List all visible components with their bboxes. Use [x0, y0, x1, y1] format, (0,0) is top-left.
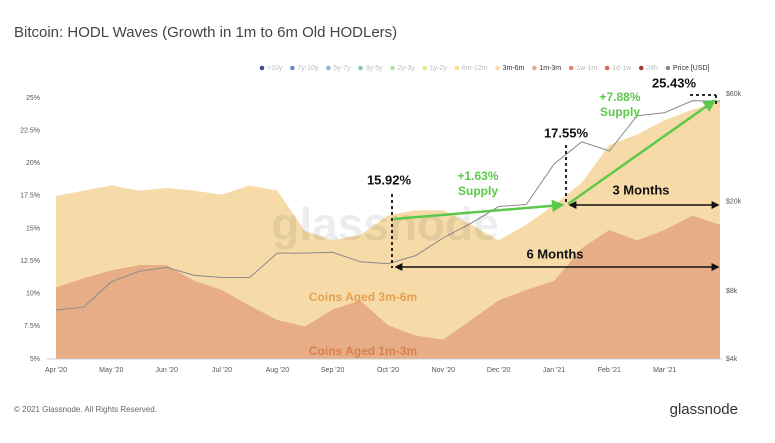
annotation: 17.55%: [544, 125, 589, 140]
legend-marker: [495, 65, 500, 71]
x-tick-label: Aug '20: [266, 367, 290, 374]
x-tick-label: Jan '21: [543, 367, 565, 374]
legend-label: 2y-3y: [398, 65, 416, 72]
legend-label: 1w-1m: [576, 65, 597, 72]
annotation: +1.63%: [457, 169, 498, 183]
legend-marker: [422, 65, 428, 71]
legend-label: 1m-3m: [539, 65, 561, 72]
legend-marker: [358, 65, 363, 71]
y2-tick-label: $20k: [726, 198, 742, 205]
area: [56, 215, 720, 359]
x-tick-label: Feb '21: [598, 367, 621, 374]
logo: glassnode: [670, 401, 738, 418]
annotation: Supply: [600, 105, 640, 119]
legend-label: 3m-6m: [503, 65, 525, 72]
legend-label: Price [USD]: [673, 65, 710, 72]
y-tick-label: 12.5%: [20, 258, 40, 265]
annotation: Supply: [458, 184, 498, 198]
legend-marker: [532, 65, 537, 71]
y-tick-label: 17.5%: [20, 193, 40, 200]
area-label: Coins Aged 1m-3m: [309, 344, 417, 358]
legend-marker: [390, 65, 395, 71]
annotation: 25.43%: [652, 75, 697, 90]
legend-label: 5y-7y: [333, 65, 351, 72]
legend-marker: [454, 65, 460, 71]
y-tick-label: 10%: [26, 291, 40, 298]
chart-title: Bitcoin: HODL Waves (Growth in 1m to 6m …: [14, 24, 397, 41]
y2-tick-label: $60k: [726, 91, 742, 98]
area: [56, 100, 720, 340]
x-tick-label: Nov '20: [432, 367, 456, 374]
watermark: glassnode: [271, 198, 499, 250]
y-tick-label: 7.5%: [24, 323, 40, 330]
legend-label: 3y-5y: [366, 65, 384, 72]
legend-marker: [326, 65, 331, 71]
x-tick-label: Apr '20: [45, 367, 67, 374]
area-label: Coins Aged 3m-6m: [309, 290, 417, 304]
x-tick-label: Jun '20: [155, 367, 177, 374]
x-tick-label: Mar '21: [653, 367, 676, 374]
x-tick-label: Dec '20: [487, 367, 511, 374]
annotation: 15.92%: [367, 172, 412, 187]
growth-arrow: [393, 199, 565, 221]
plot-area: 5% 7.5% 10% 12.5% 15% 17.5% 20% 22.5% 25% $4k $8k $…: [20, 91, 742, 374]
annotations: glassnode Coins Aged 3m-6m Coins Aged 1m…: [271, 75, 720, 358]
legend-label: >10y: [267, 65, 283, 72]
x-tick-label: May '20: [99, 367, 123, 374]
legend-marker: [290, 65, 295, 71]
legend-marker: [604, 65, 610, 71]
y2-tick-label: $4k: [726, 356, 738, 363]
legend-marker: [665, 65, 671, 71]
annotation: 3 Months: [612, 182, 669, 197]
legend-label: 7y-10y: [297, 65, 319, 72]
legend: >10y 7y-10y 5y-7y 3y-5y 2y-3y 1y-2y 6m-12m 3m-6…: [259, 65, 710, 72]
price-line: [55, 100, 721, 311]
y-tick-label: 22.5%: [20, 127, 40, 134]
y-tick-label: 25%: [26, 95, 40, 102]
x-tick-label: Jul '20: [212, 367, 232, 374]
x-tick-label: Sep '20: [321, 367, 345, 374]
y-tick-label: 15%: [26, 225, 40, 232]
annotation: +7.88%: [599, 90, 640, 104]
y-tick-label: 20%: [26, 160, 40, 167]
legend-label: 1d-1w: [612, 65, 632, 72]
legend-label: 1y-2y: [430, 65, 448, 72]
copyright: © 2021 Glassnode. All Rights Reserved.: [14, 405, 157, 414]
annotation: 6 Months: [526, 246, 583, 261]
legend-label: 24h: [646, 65, 658, 72]
y2-tick-label: $8k: [726, 288, 738, 295]
legend-marker: [568, 65, 574, 71]
x-tick-label: Oct '20: [377, 367, 399, 374]
legend-marker: [638, 65, 644, 71]
legend-marker: [259, 65, 265, 71]
y-tick-label: 5%: [30, 356, 40, 363]
growth-arrow: [567, 99, 717, 206]
legend-label: 6m-12m: [462, 65, 488, 72]
